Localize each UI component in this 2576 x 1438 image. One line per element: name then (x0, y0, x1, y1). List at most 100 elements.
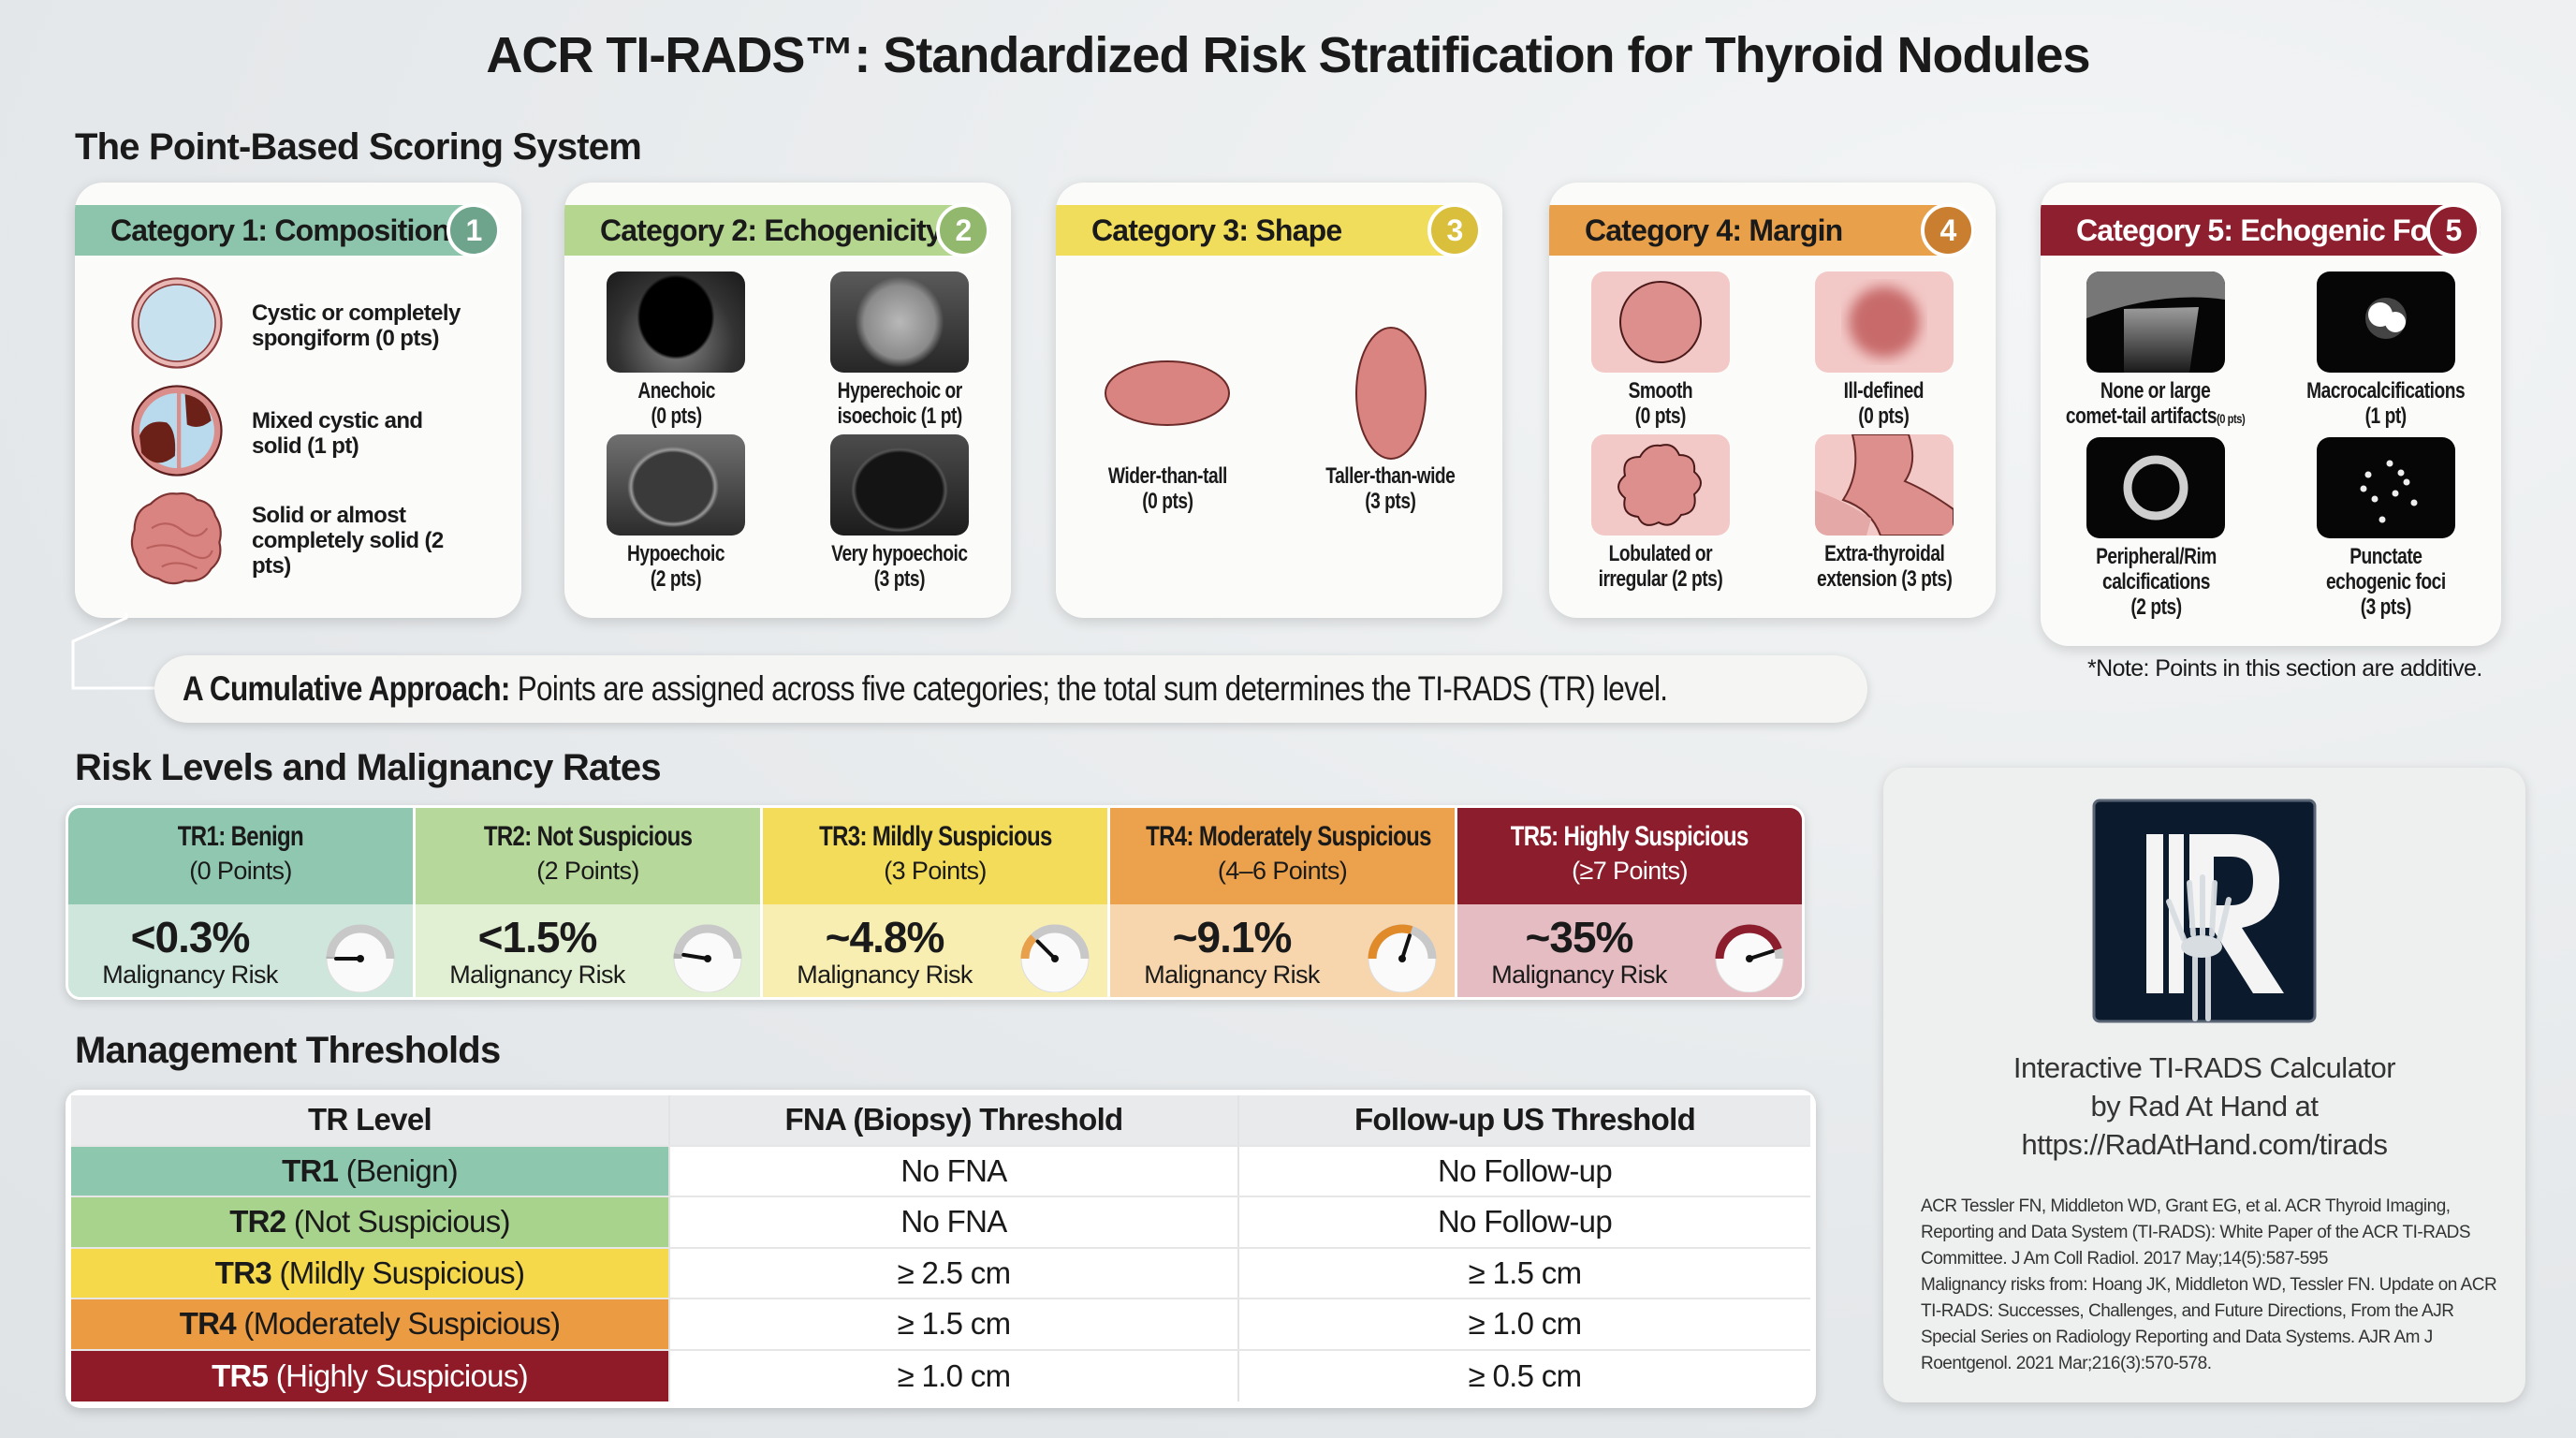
malignancy-risk-value: <0.3% (130, 913, 251, 961)
risk-level-header: TR4: Moderately Suspicious (4–6 Points) (1110, 808, 1455, 904)
tr-description: (Mildly Suspicious) (271, 1255, 525, 1290)
category-header: Category 5: Echogenic Foci 5 (2041, 203, 2481, 257)
item-label-text: None or large comet-tail artifacts (2066, 378, 2217, 429)
page-title: ACR TI-RADS™: Standardized Risk Stratifi… (486, 27, 2090, 83)
calculator-link[interactable]: https://RadAtHand.com/tirads (2021, 1128, 2388, 1161)
risk-gauge-icon (1020, 924, 1090, 992)
management-table: TR Level FNA (Biopsy) Threshold Follow-up … (66, 1090, 1816, 1408)
risk-level-tr3: TR3: Mildly Suspicious (3 Points) ~4.8% Mal… (763, 808, 1110, 997)
tr-description: (Highly Suspicious) (268, 1357, 529, 1393)
column-header: TR Level (71, 1095, 670, 1145)
tr-level: TR5 (212, 1357, 269, 1393)
malignancy-risk-value: ~4.8% (825, 913, 945, 961)
category-header: Category 2: Echogenicity 2 (564, 203, 990, 257)
item-label: Anechoic (0 pts) (637, 378, 715, 429)
shape-items: Wider-than-tall (0 pts) Taller-than-wide … (1056, 323, 1502, 514)
citation-1: ACR Tessler FN, Middleton WD, Grant EG, … (1921, 1196, 2471, 1269)
category-item: Punctate echogenic foci (3 pts) (2271, 437, 2501, 620)
risk-level-title: TR3: Mildly Suspicious (818, 821, 1052, 852)
malignancy-risk-value: ~9.1% (1172, 913, 1293, 961)
category-item: Very hypoechoic (3 pts) (788, 434, 1012, 592)
us-hyperechoic-icon (829, 271, 969, 373)
foci-macro-icon (2317, 271, 2455, 373)
category-title: Category 2: Echogenicity (600, 213, 943, 247)
item-label-text: Hyperechoic or isoechoic (1 pt) (837, 378, 962, 429)
shape-item: Taller-than-wide (3 pts) (1280, 323, 1503, 514)
item-label: Wider-than-tall (0 pts) (1107, 463, 1228, 514)
table-header-row: TR Level FNA (Biopsy) Threshold Follow-up … (71, 1095, 1810, 1147)
taller-than-wide-icon (1354, 323, 1428, 463)
category-item: Macrocalcifications (1 pt) (2271, 271, 2501, 432)
category-number-badge: 3 (1427, 203, 1482, 257)
category-card-5: Category 5: Echogenic Foci 5 None or large… (2041, 183, 2501, 646)
category-item: Extra-thyroidal extension (3 pts) (1773, 434, 1997, 592)
calc-line-1: Interactive TI-RADS Calculator (2012, 1051, 2396, 1084)
cystic-nodule-icon (126, 272, 227, 378)
risk-level-title: TR4: Moderately Suspicious (1146, 821, 1431, 852)
us-anechoic-icon (607, 271, 746, 373)
category-title: Category 4: Margin (1585, 213, 1843, 247)
calculator-panel: Interactive TI-RADS Calculator by Rad At… (1883, 768, 2525, 1402)
margin-ill-defined-icon (1814, 271, 1954, 373)
composition-item: Cystic or completely spongiform (0 pts) (126, 271, 512, 379)
item-label: Extra-thyroidal extension (3 pts) (1816, 541, 1953, 592)
rad-at-hand-logo[interactable] (2092, 799, 2317, 1023)
foci-punctate-icon (2317, 437, 2455, 538)
risk-gauge-icon (1368, 924, 1437, 992)
followup-threshold: No Follow-up (1437, 1204, 1613, 1240)
tr-level: TR4 (179, 1306, 237, 1342)
column-header: Follow-up US Threshold (1239, 1095, 1810, 1145)
risk-level-header: TR1: Benign (0 Points) (68, 808, 413, 904)
risk-level-body: ~35% Malignancy Risk (1457, 904, 1802, 997)
citations: ACR Tessler FN, Middleton WD, Grant EG, … (1921, 1194, 2501, 1377)
category-header: Category 1: Composition 1 (75, 203, 501, 257)
category-title: Category 1: Composition (110, 213, 450, 247)
category-item: Smooth (0 pts) (1549, 271, 1773, 429)
foci-rim-icon (2086, 437, 2225, 538)
item-label: Cystic or completely spongiform (0 pts) (252, 300, 461, 351)
item-label-text: Very hypoechoic (3 pts) (831, 541, 968, 592)
item-label-text: Punctate echogenic foci (3 pts) (2326, 544, 2446, 620)
category-items: Anechoic (0 pts) Hyperechoic or isoechoic… (564, 271, 1011, 592)
item-label: Ill-defined (0 pts) (1844, 378, 1925, 429)
category-title: Category 3: Shape (1091, 213, 1342, 247)
risk-gauge-icon (326, 924, 395, 992)
calc-line-2: by Rad At Hand at (2090, 1090, 2319, 1123)
margin-lobulated-icon (1591, 434, 1731, 536)
risk-level-header: TR3: Mildly Suspicious (3 Points) (763, 808, 1107, 904)
tr-description: (Benign) (338, 1152, 459, 1188)
tr-level-cell: TR2 (Not Suspicious) (71, 1197, 670, 1247)
composition-list: Cystic or completely spongiform (0 pts) M… (126, 271, 512, 594)
tr-level: TR3 (214, 1255, 272, 1290)
item-label: Hyperechoic or isoechoic (1 pt) (837, 378, 962, 429)
banner-text: Points are assigned across five categori… (509, 669, 1668, 708)
us-very-hypoechoic-icon (829, 434, 969, 536)
category-items: Smooth (0 pts) Ill-defined (0 pts) Lobulat… (1549, 271, 1996, 592)
item-label-text: Extra-thyroidal extension (3 pts) (1816, 541, 1953, 592)
item-label: Lobulated or irregular (2 pts) (1599, 541, 1723, 592)
composition-item: Solid or almost completely solid (2 pts) (126, 487, 512, 594)
fna-threshold: No FNA (670, 1146, 1239, 1196)
followup-threshold: ≥ 1.5 cm (1468, 1255, 1582, 1290)
malignancy-risk-label: Malignancy Risk (1491, 961, 1667, 989)
item-points: (0 pts) (2217, 411, 2246, 426)
item-label-text: Ill-defined (0 pts) (1844, 378, 1925, 429)
tr-level-cell: TR3 (Mildly Suspicious) (71, 1248, 670, 1298)
category-item: Lobulated or irregular (2 pts) (1549, 434, 1773, 592)
us-hypoechoic-icon (607, 434, 746, 536)
category-items: None or large comet-tail artifacts(0 pts… (2041, 271, 2501, 620)
margin-smooth-icon (1591, 271, 1731, 373)
fna-threshold: ≥ 2.5 cm (670, 1248, 1239, 1298)
category-title: Category 5: Echogenic Foci (2076, 213, 2452, 247)
category-header: Category 4: Margin 4 (1549, 203, 1975, 257)
risk-level-header: TR5: Highly Suspicious (≥7 Points) (1457, 808, 1802, 904)
risk-level-title: TR5: Highly Suspicious (1511, 821, 1749, 852)
cumulative-banner: A Cumulative Approach: Points are assign… (154, 655, 1867, 723)
banner-content: A Cumulative Approach: Points are assign… (183, 655, 1668, 723)
category-number-badge: 2 (936, 203, 990, 257)
risk-gauge-icon (1715, 924, 1784, 992)
item-label-text: Lobulated or irregular (2 pts) (1598, 541, 1723, 592)
item-label: None or large comet-tail artifacts(0 pts… (2066, 378, 2246, 432)
risk-level-body: <1.5% Malignancy Risk (416, 904, 760, 997)
category-card-3: Category 3: Shape 3 Wider-than-tall (0 pts… (1056, 183, 1502, 618)
